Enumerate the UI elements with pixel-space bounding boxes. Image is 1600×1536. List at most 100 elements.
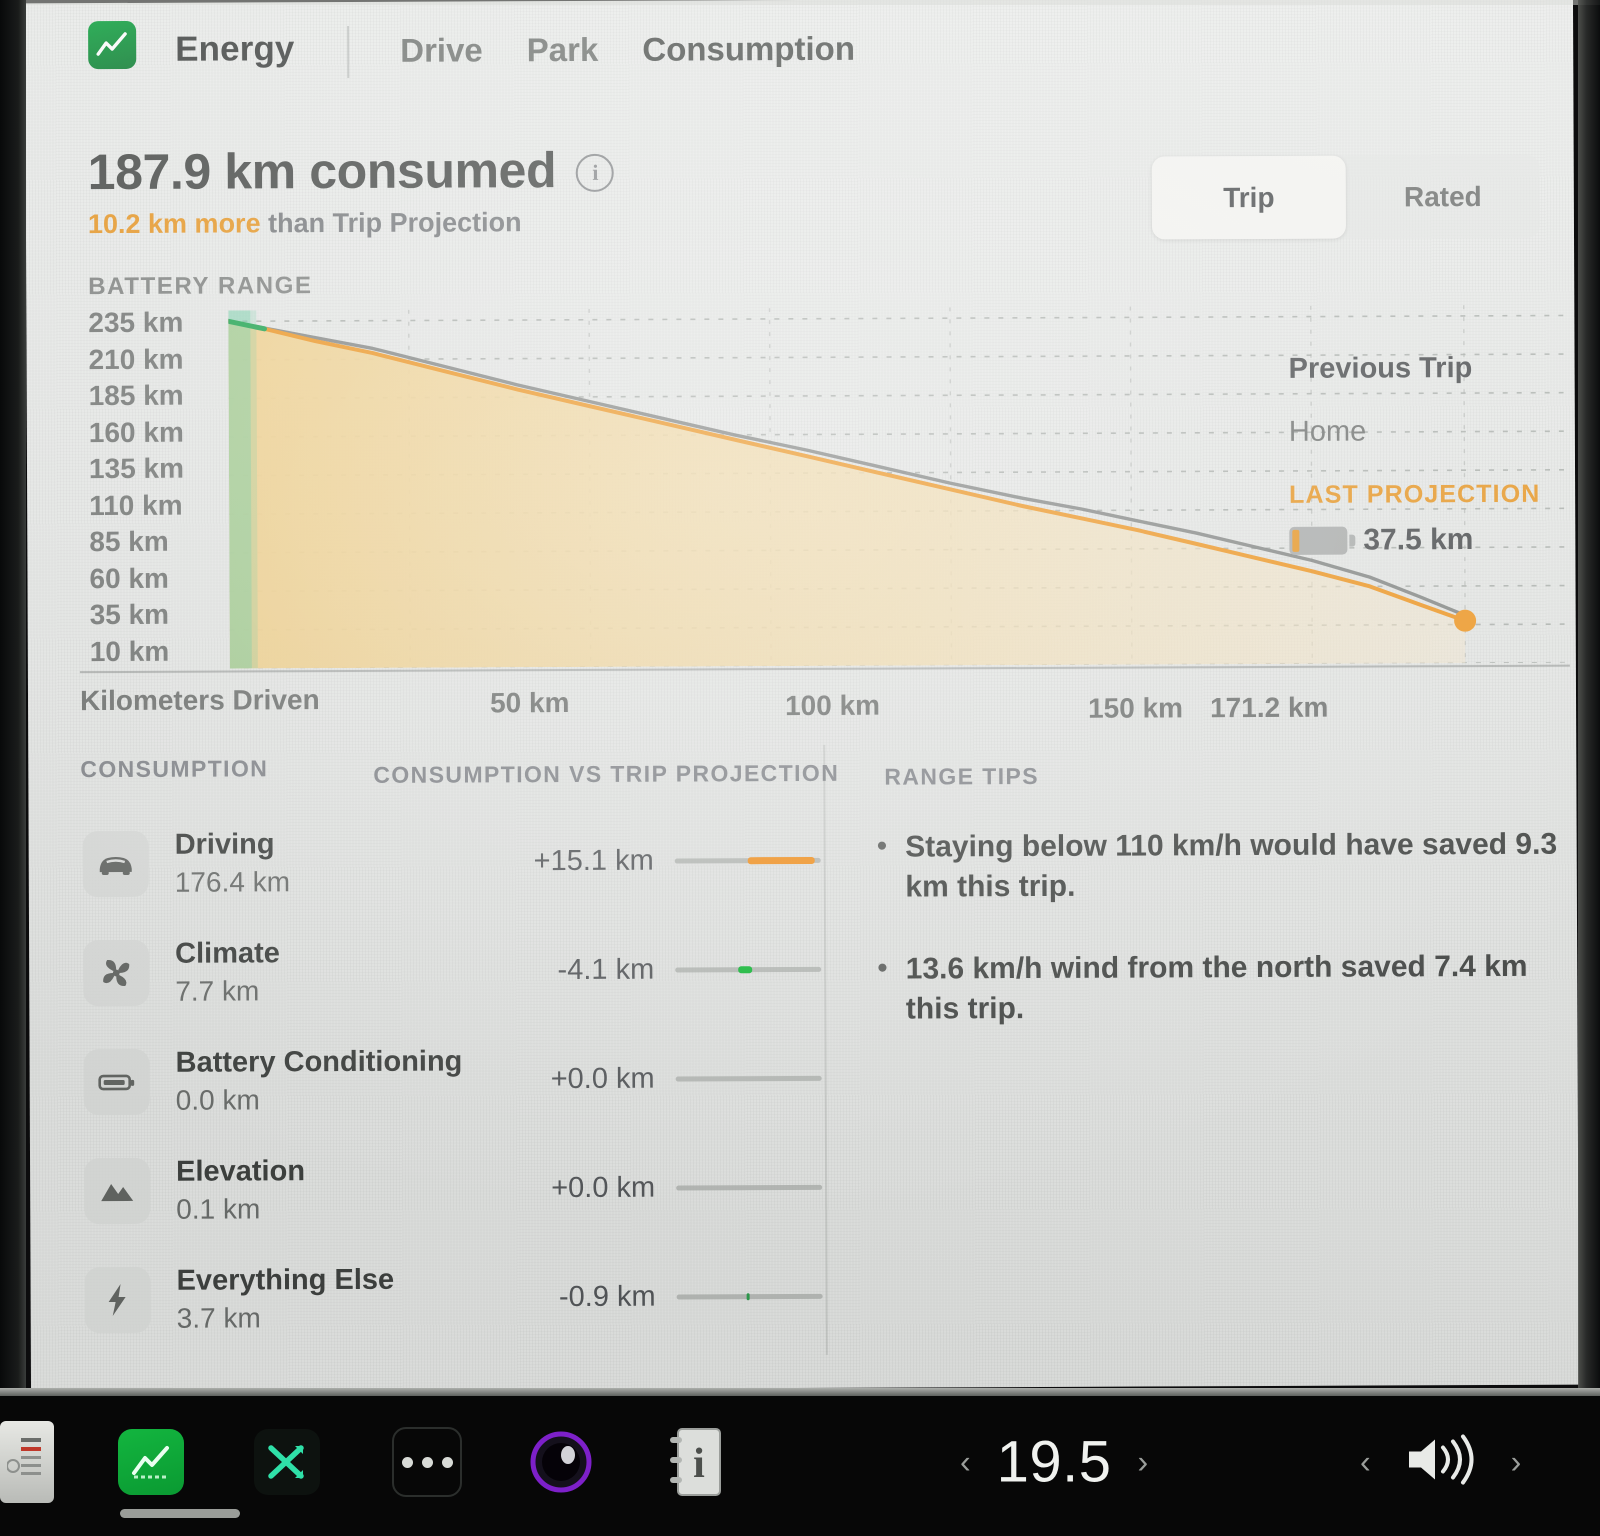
chart-axis-title: BATTERY RANGE xyxy=(88,272,313,301)
screen-bezel-right xyxy=(1578,0,1600,1388)
screen-bezel-left xyxy=(0,0,26,1388)
range-tip-text: 13.6 km/h wind from the north saved 7.4 … xyxy=(905,949,1528,1026)
chart-x-axis-labels: Kilometers Driven 50 km 100 km 150 km 17… xyxy=(80,673,1570,726)
consumption-area xyxy=(228,321,1466,669)
previous-trip-destination: Home xyxy=(1288,415,1367,448)
range-mode-segmented-control[interactable]: Trip Rated xyxy=(1151,154,1541,240)
x-tick-end: 171.2 km xyxy=(1209,691,1329,724)
consumption-row-bar xyxy=(675,1075,822,1082)
last-projection-row: 37.5 km xyxy=(1289,523,1569,558)
consumption-row-delta: -0.9 km xyxy=(558,1280,656,1314)
energy-app-panel: Energy Drive Park Consumption 187.9 km c… xyxy=(24,0,1580,1392)
consumption-row-bar xyxy=(676,1184,823,1191)
gridline-h-235 xyxy=(228,314,1564,323)
y-tick-35: 35 km xyxy=(89,598,170,631)
bullet-icon: • xyxy=(877,951,888,985)
tab-consumption[interactable]: Consumption xyxy=(642,29,856,68)
consumption-breakdown-list: Driving 176.4 km +15.1 km Climate 7.7 km -4.1… xyxy=(78,806,823,1354)
temp-increase-button[interactable]: › xyxy=(1137,1443,1149,1480)
consumption-row: Elevation 0.1 km +0.0 km xyxy=(80,1133,823,1245)
volume-decrease-button[interactable]: ‹ xyxy=(1360,1443,1371,1480)
consumption-row-name: Elevation xyxy=(176,1154,306,1188)
consumption-row-name: Everything Else xyxy=(176,1263,395,1297)
subtitle-rest: than Trip Projection xyxy=(260,207,522,239)
temperature-control[interactable]: ‹ 19.5 › xyxy=(960,1429,1148,1496)
consumption-row-delta: +15.1 km xyxy=(533,844,654,878)
x-tick-50: 50 km xyxy=(489,687,570,719)
y-tick-10: 10 km xyxy=(89,635,170,667)
consumption-row-text: Driving 176.4 km xyxy=(175,828,290,899)
consumption-row-delta: -4.1 km xyxy=(557,953,655,987)
fan-icon xyxy=(83,939,150,1006)
y-tick-110: 110 km xyxy=(89,489,183,521)
x-axis-title: Kilometers Driven xyxy=(79,684,320,717)
volume-increase-button[interactable]: › xyxy=(1510,1443,1522,1480)
consumption-row-text: Battery Conditioning 0.0 km xyxy=(176,1045,463,1116)
trip-projection-line xyxy=(228,319,1467,618)
consumption-row-value: 0.1 km xyxy=(176,1192,261,1225)
consumption-row-text: Everything Else 3.7 km xyxy=(176,1263,394,1334)
camera-icon[interactable] xyxy=(526,1427,596,1497)
tab-drive[interactable]: Drive xyxy=(400,31,483,69)
initial-charge-band-edge xyxy=(250,310,258,669)
consumed-total: 187.9 km consumed xyxy=(87,142,557,201)
trip-end-marker xyxy=(1454,609,1477,632)
section-consumption-heading: CONSUMPTION xyxy=(80,755,269,783)
consumption-row-value: 176.4 km xyxy=(174,865,291,898)
segment-trip[interactable]: Trip xyxy=(1151,155,1347,240)
range-tip-text: Staying below 110 km/h would have saved … xyxy=(905,827,1558,904)
section-divider xyxy=(823,744,828,1355)
segment-rated[interactable]: Rated xyxy=(1403,180,1482,212)
consumption-summary: 187.9 km consumed i 10.2 km more than Tr… xyxy=(88,141,615,240)
more-options-icon[interactable] xyxy=(392,1427,462,1497)
consumption-row-bar xyxy=(674,856,821,865)
tab-park[interactable]: Park xyxy=(526,30,599,69)
consumption-row: Everything Else 3.7 km -0.9 km xyxy=(80,1242,823,1354)
bullet-icon: • xyxy=(876,829,888,863)
chart-y-axis-labels: 235 km 210 km 185 km 160 km 135 km 110 km 85 k… xyxy=(88,302,240,667)
battery-icon xyxy=(1289,526,1356,555)
y-tick-85: 85 km xyxy=(89,525,169,558)
range-tip: • Staying below 110 km/h would have saved… xyxy=(877,825,1567,908)
volume-icon[interactable] xyxy=(1401,1432,1481,1493)
notes-info-icon[interactable]: i xyxy=(664,1423,726,1501)
consumption-row-delta: +0.0 km xyxy=(550,1062,655,1096)
header-divider xyxy=(347,25,350,78)
climate-control-icon[interactable] xyxy=(0,1421,54,1503)
shuffle-icon[interactable] xyxy=(254,1429,320,1495)
y-tick-160: 160 km xyxy=(88,416,184,448)
screen-bezel-top xyxy=(0,0,1600,5)
header-tabs: Drive Park Consumption xyxy=(390,28,865,72)
volume-control[interactable]: ‹ › xyxy=(1360,1432,1521,1493)
last-projection-value: 37.5 km xyxy=(1363,523,1474,557)
section-range-tips-heading: RANGE TIPS xyxy=(884,762,1039,790)
consumption-row-bar-fill xyxy=(747,856,815,865)
info-icon[interactable]: i xyxy=(576,153,615,192)
summary-title-row: 187.9 km consumed i xyxy=(88,141,615,201)
consumption-row: Driving 176.4 km +15.1 km xyxy=(78,806,821,918)
consumption-row-bar-fill xyxy=(746,1293,750,1301)
temperature-value: 19.5 xyxy=(996,1429,1112,1495)
consumption-row-text: Elevation 0.1 km xyxy=(176,1155,305,1226)
consumption-row-delta: +0.0 km xyxy=(551,1171,656,1205)
last-projection-label: LAST PROJECTION xyxy=(1289,479,1541,509)
consumption-row-name: Battery Conditioning xyxy=(175,1044,463,1079)
energy-app-icon[interactable] xyxy=(118,1429,184,1495)
bolt-icon xyxy=(84,1266,151,1333)
y-tick-235: 235 km xyxy=(88,306,184,339)
consumption-row-name: Climate xyxy=(175,936,280,970)
bottom-taskbar: i ‹ 19.5 › ‹ › xyxy=(0,1388,1600,1536)
app-header: Energy Drive Park Consumption xyxy=(25,0,1573,107)
battery-icon xyxy=(83,1048,150,1115)
actual-line-start-segment xyxy=(228,318,267,332)
home-indicator xyxy=(120,1509,240,1518)
car-icon xyxy=(82,830,149,897)
y-tick-135: 135 km xyxy=(88,452,185,485)
temp-decrease-button[interactable]: ‹ xyxy=(960,1443,971,1480)
previous-trip-title: Previous Trip xyxy=(1288,352,1473,385)
previous-trip-panel: Previous Trip Home LAST PROJECTION 37.5 … xyxy=(1289,352,1570,558)
delta-vs-projection: 10.2 km more xyxy=(87,208,261,240)
consumption-row-bar xyxy=(676,1293,823,1301)
consumption-row-bar xyxy=(675,966,822,974)
